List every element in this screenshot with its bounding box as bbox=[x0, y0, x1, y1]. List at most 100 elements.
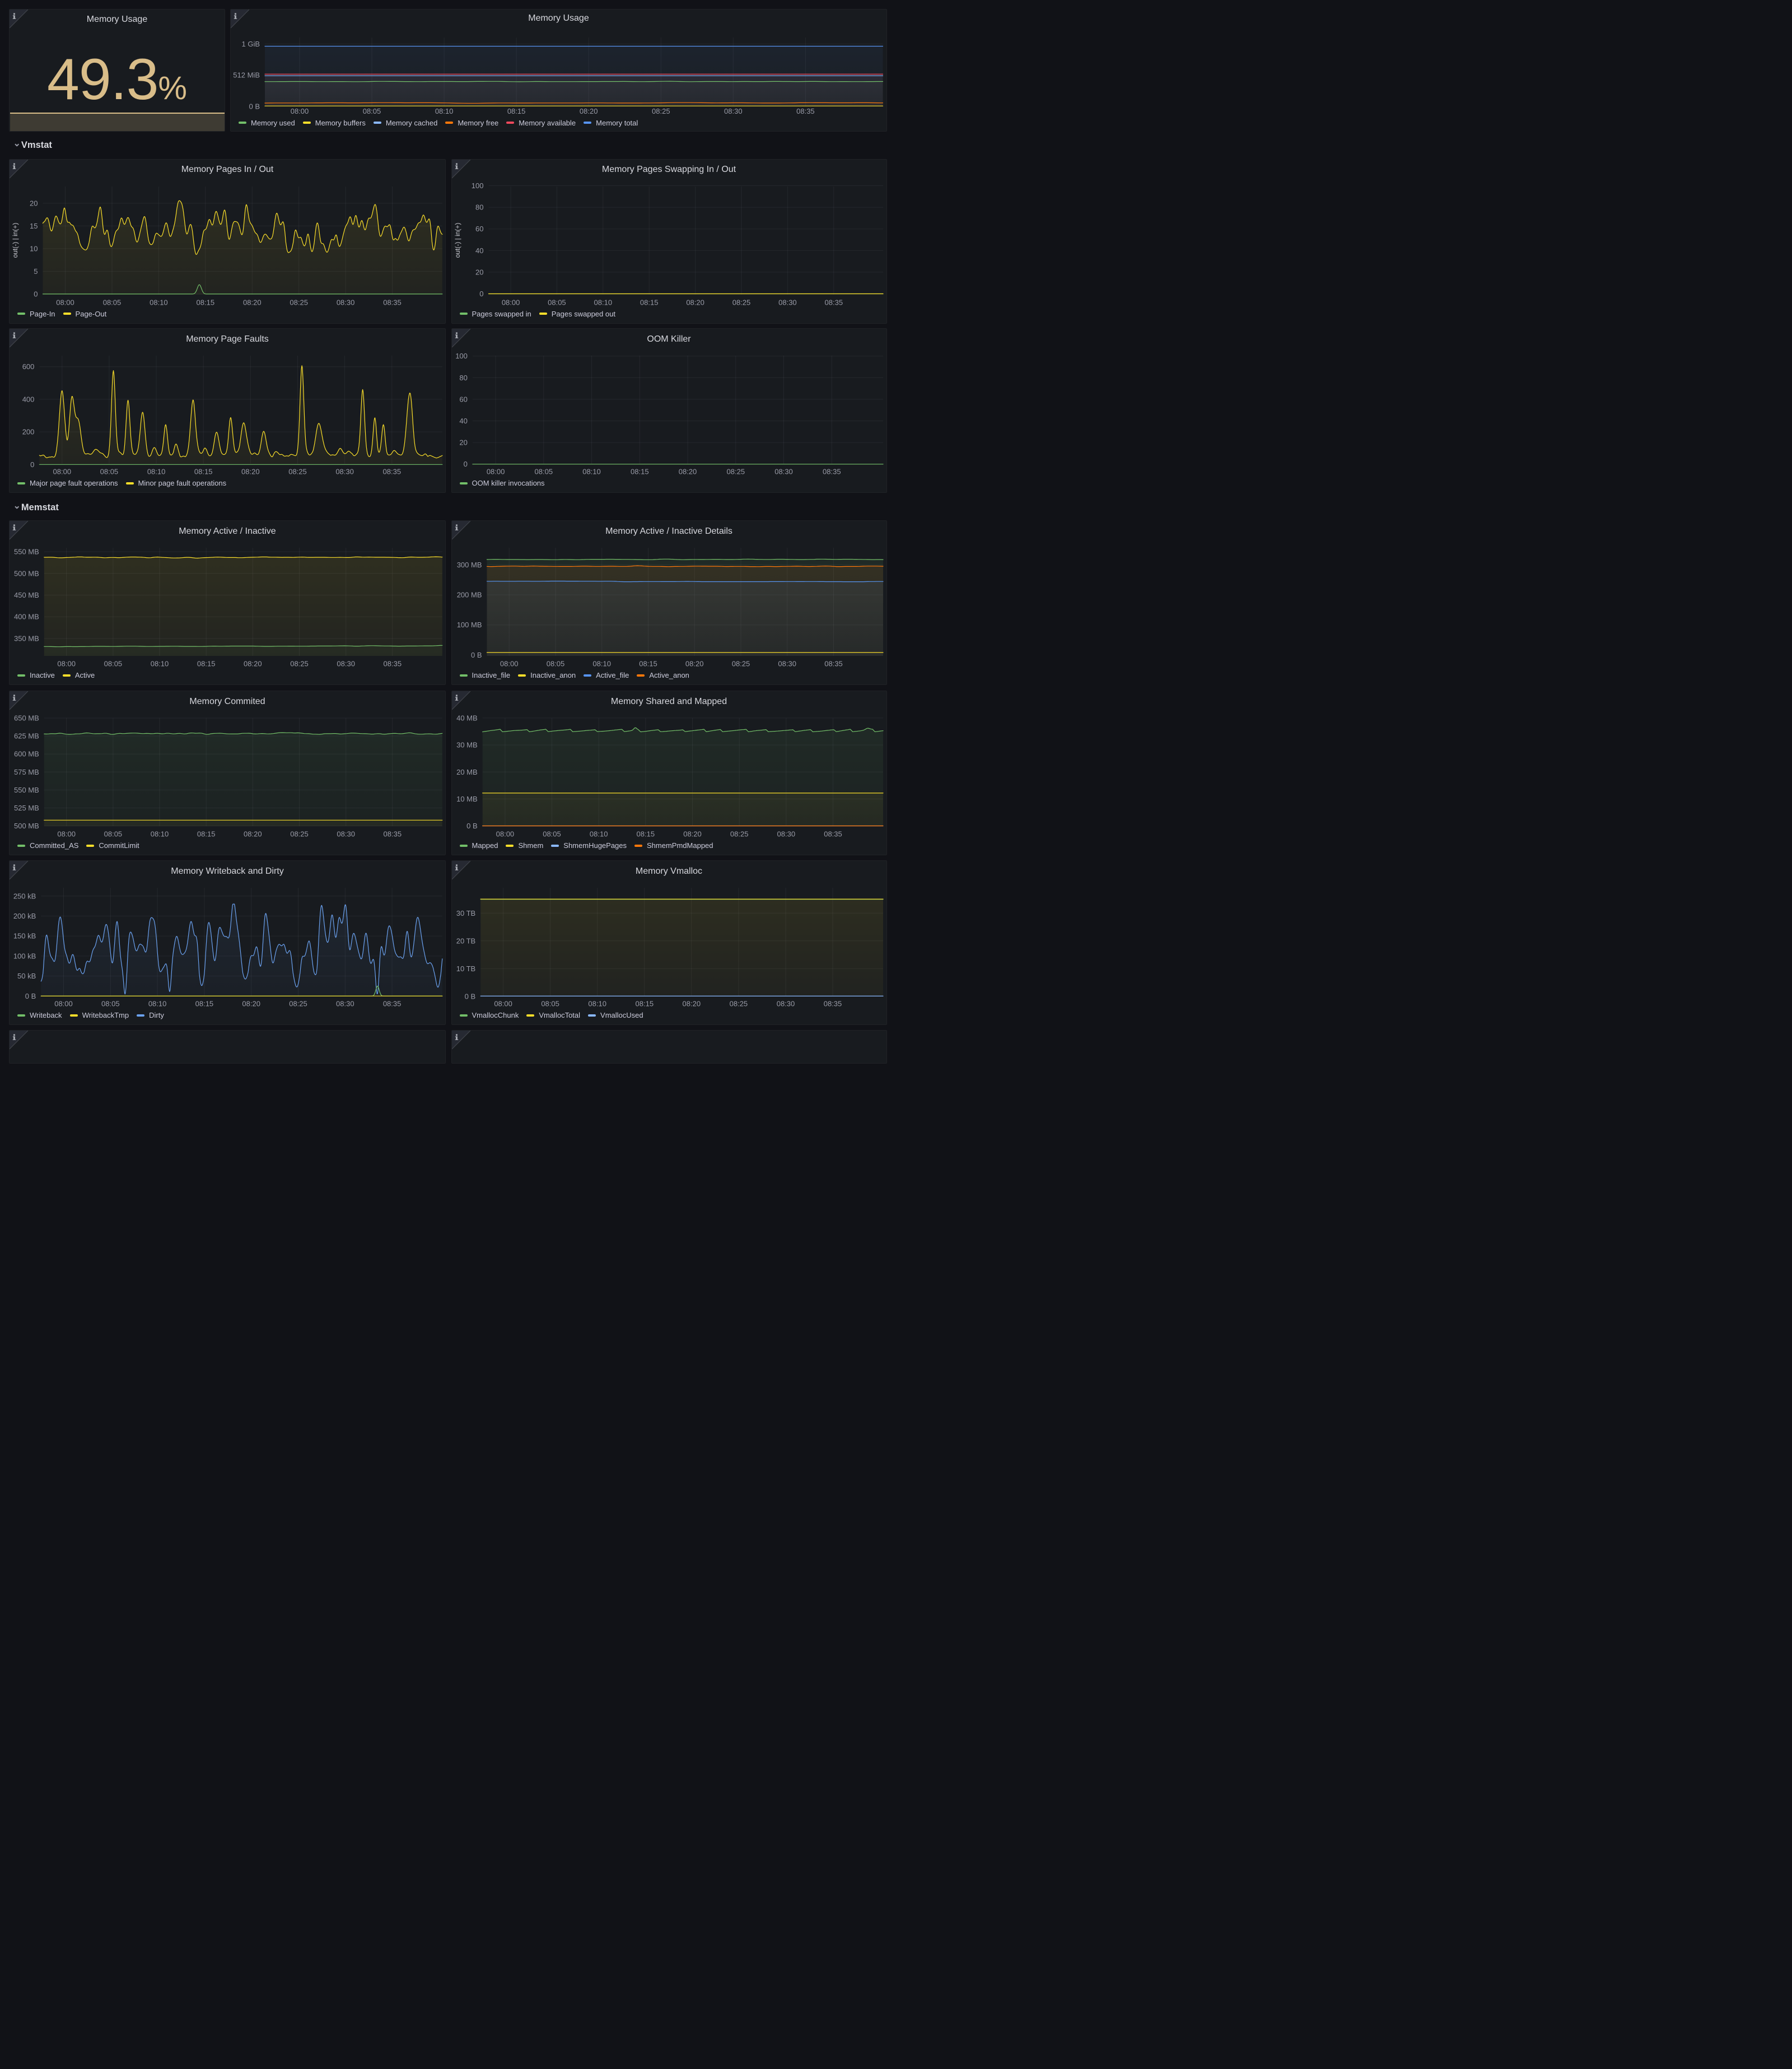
svg-text:08:10: 08:10 bbox=[594, 298, 612, 306]
svg-text:08:25: 08:25 bbox=[290, 660, 309, 668]
svg-text:20 TB: 20 TB bbox=[456, 936, 475, 945]
svg-text:08:35: 08:35 bbox=[384, 660, 402, 668]
svg-text:1 GiB: 1 GiB bbox=[241, 40, 260, 48]
svg-text:08:10: 08:10 bbox=[582, 468, 601, 476]
svg-text:650 MB: 650 MB bbox=[14, 714, 39, 723]
svg-text:08:10: 08:10 bbox=[150, 298, 168, 306]
svg-text:08:05: 08:05 bbox=[100, 468, 119, 476]
svg-text:08:05: 08:05 bbox=[541, 1000, 559, 1008]
svg-text:200 kB: 200 kB bbox=[13, 912, 36, 920]
svg-text:08:00: 08:00 bbox=[501, 298, 520, 306]
svg-text:08:10: 08:10 bbox=[148, 1000, 167, 1008]
svg-text:30 TB: 30 TB bbox=[456, 909, 475, 917]
svg-text:400 MB: 400 MB bbox=[14, 613, 39, 621]
svg-text:08:05: 08:05 bbox=[103, 298, 122, 306]
svg-text:350 MB: 350 MB bbox=[14, 635, 39, 643]
svg-text:0: 0 bbox=[30, 460, 34, 469]
svg-text:08:00: 08:00 bbox=[500, 660, 518, 668]
svg-text:500 MB: 500 MB bbox=[14, 569, 39, 577]
svg-text:10 MB: 10 MB bbox=[456, 795, 478, 803]
svg-text:30 MB: 30 MB bbox=[456, 741, 478, 749]
svg-text:08:10: 08:10 bbox=[151, 660, 169, 668]
svg-text:20: 20 bbox=[459, 439, 467, 447]
svg-text:08:15: 08:15 bbox=[197, 830, 216, 838]
svg-text:550 MB: 550 MB bbox=[14, 548, 39, 556]
svg-text:08:25: 08:25 bbox=[732, 298, 750, 306]
svg-text:600 MB: 600 MB bbox=[14, 750, 39, 758]
svg-text:08:10: 08:10 bbox=[589, 830, 608, 838]
svg-text:08:15: 08:15 bbox=[635, 1000, 654, 1008]
svg-text:08:10: 08:10 bbox=[151, 830, 169, 838]
svg-text:08:30: 08:30 bbox=[774, 468, 793, 476]
svg-text:625 MB: 625 MB bbox=[14, 732, 39, 740]
svg-text:08:35: 08:35 bbox=[796, 106, 815, 115]
svg-text:08:20: 08:20 bbox=[241, 468, 260, 476]
svg-text:08:20: 08:20 bbox=[682, 1000, 701, 1008]
svg-text:08:35: 08:35 bbox=[383, 1000, 402, 1008]
svg-text:08:15: 08:15 bbox=[195, 1000, 214, 1008]
svg-text:0: 0 bbox=[34, 290, 38, 298]
svg-text:08:30: 08:30 bbox=[778, 660, 796, 668]
svg-text:600: 600 bbox=[22, 362, 35, 371]
svg-text:0: 0 bbox=[463, 460, 467, 468]
svg-text:60: 60 bbox=[475, 225, 483, 233]
svg-text:0: 0 bbox=[479, 290, 483, 298]
svg-text:08:15: 08:15 bbox=[197, 660, 216, 668]
svg-text:08:00: 08:00 bbox=[53, 468, 72, 476]
svg-text:08:10: 08:10 bbox=[592, 660, 611, 668]
svg-text:08:30: 08:30 bbox=[777, 830, 795, 838]
svg-text:08:05: 08:05 bbox=[534, 468, 553, 476]
svg-text:08:20: 08:20 bbox=[244, 660, 262, 668]
svg-text:08:05: 08:05 bbox=[104, 830, 123, 838]
svg-text:50 kB: 50 kB bbox=[17, 972, 36, 980]
svg-text:08:15: 08:15 bbox=[640, 298, 658, 306]
svg-text:400: 400 bbox=[22, 395, 35, 403]
svg-text:5: 5 bbox=[34, 267, 38, 275]
svg-text:08:35: 08:35 bbox=[824, 298, 843, 306]
svg-text:08:00: 08:00 bbox=[496, 830, 514, 838]
svg-text:0 B: 0 B bbox=[466, 822, 478, 830]
svg-text:08:25: 08:25 bbox=[288, 468, 307, 476]
svg-text:80: 80 bbox=[459, 374, 467, 382]
svg-text:550 MB: 550 MB bbox=[14, 786, 39, 794]
svg-text:out(-) | in(+): out(-) | in(+) bbox=[454, 222, 461, 258]
svg-text:08:15: 08:15 bbox=[507, 106, 526, 115]
svg-text:08:00: 08:00 bbox=[57, 830, 76, 838]
svg-text:575 MB: 575 MB bbox=[14, 768, 39, 776]
svg-text:08:25: 08:25 bbox=[731, 660, 750, 668]
svg-text:20: 20 bbox=[475, 268, 483, 276]
svg-text:450 MB: 450 MB bbox=[14, 591, 39, 599]
svg-text:08:20: 08:20 bbox=[683, 830, 702, 838]
svg-text:08:30: 08:30 bbox=[776, 1000, 795, 1008]
svg-text:08:00: 08:00 bbox=[54, 1000, 73, 1008]
svg-text:100 kB: 100 kB bbox=[13, 952, 36, 960]
svg-text:10: 10 bbox=[30, 244, 38, 253]
svg-text:200 MB: 200 MB bbox=[456, 591, 482, 599]
svg-text:08:30: 08:30 bbox=[337, 298, 355, 306]
svg-text:500 MB: 500 MB bbox=[14, 822, 39, 830]
svg-text:08:05: 08:05 bbox=[101, 1000, 120, 1008]
svg-text:08:00: 08:00 bbox=[291, 106, 309, 115]
svg-text:08:00: 08:00 bbox=[494, 1000, 512, 1008]
svg-text:0 B: 0 B bbox=[249, 102, 260, 110]
svg-text:08:35: 08:35 bbox=[383, 468, 402, 476]
svg-text:08:00: 08:00 bbox=[56, 298, 74, 306]
svg-text:08:15: 08:15 bbox=[194, 468, 213, 476]
svg-text:08:25: 08:25 bbox=[289, 1000, 307, 1008]
svg-text:08:25: 08:25 bbox=[652, 106, 670, 115]
svg-text:08:20: 08:20 bbox=[242, 1000, 260, 1008]
svg-text:08:15: 08:15 bbox=[639, 660, 657, 668]
svg-text:08:05: 08:05 bbox=[543, 830, 561, 838]
svg-text:08:20: 08:20 bbox=[678, 468, 697, 476]
svg-text:08:10: 08:10 bbox=[147, 468, 166, 476]
svg-text:08:25: 08:25 bbox=[290, 830, 309, 838]
svg-text:08:20: 08:20 bbox=[244, 830, 262, 838]
svg-text:20: 20 bbox=[30, 199, 38, 207]
svg-text:08:25: 08:25 bbox=[290, 298, 308, 306]
svg-text:08:05: 08:05 bbox=[363, 106, 381, 115]
svg-text:08:00: 08:00 bbox=[486, 468, 505, 476]
svg-text:08:15: 08:15 bbox=[631, 468, 649, 476]
svg-text:08:35: 08:35 bbox=[383, 298, 402, 306]
svg-text:08:25: 08:25 bbox=[729, 1000, 748, 1008]
svg-text:08:20: 08:20 bbox=[685, 660, 703, 668]
